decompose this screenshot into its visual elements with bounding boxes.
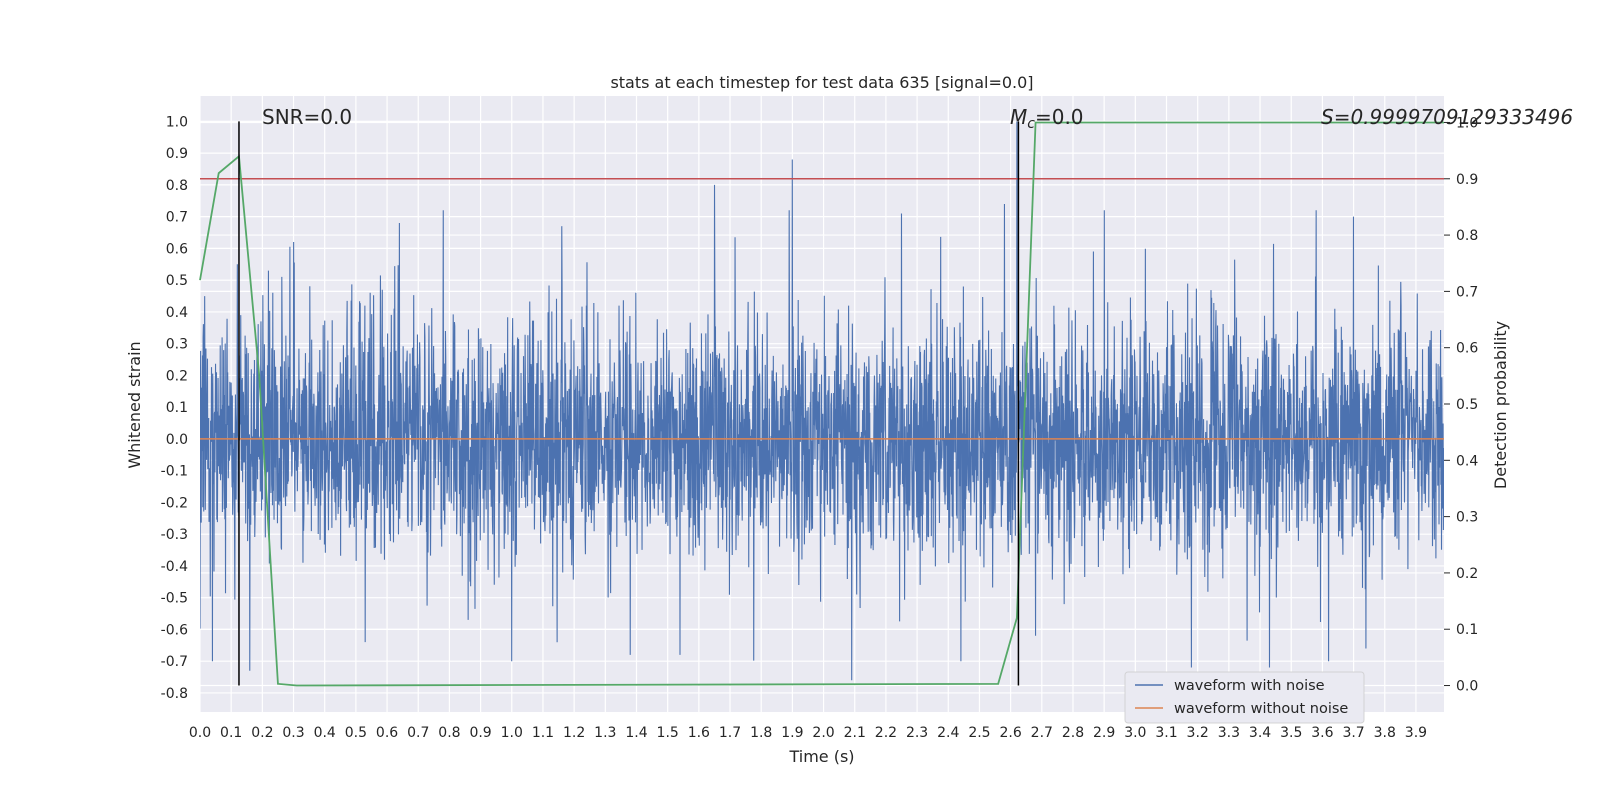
x-tick-label: 3.4 — [1249, 725, 1271, 741]
y2-axis: 1.0 0.9 0.8 0.7 0.6 0.5 0.4 0.3 0.2 0.1 0.0 — [1444, 115, 1478, 695]
x-tick-label: 0.8 — [438, 725, 460, 741]
mc-annotation: Mc=0.0 — [1010, 105, 1084, 132]
x-tick-label: 1.7 — [719, 725, 741, 741]
x-tick-label: 2.2 — [875, 725, 897, 741]
x-tick-label: 2.9 — [1093, 725, 1115, 741]
y2-tick-label: 0.5 — [1456, 397, 1478, 413]
y2-tick-label: 0.6 — [1456, 341, 1478, 357]
x-tick-label: 2.7 — [1031, 725, 1053, 741]
x-tick-label: 3.6 — [1311, 725, 1333, 741]
x-tick-label: 2.3 — [906, 725, 928, 741]
x-tick-label: 2.4 — [937, 725, 959, 741]
y-tick-label: 0.9 — [166, 146, 188, 162]
y-tick-label: 0.5 — [166, 273, 188, 289]
y2-tick-label: 0.4 — [1456, 453, 1478, 469]
x-tick-label: 0.3 — [282, 725, 304, 741]
y-tick-label: -0.3 — [161, 527, 188, 543]
x-tick-label: 1.6 — [688, 725, 710, 741]
series-detection-probability — [199, 121, 1444, 687]
x-tick-label: 0.5 — [345, 725, 367, 741]
y2-tick-label: 0.1 — [1456, 622, 1478, 638]
x-tick-label: 2.1 — [844, 725, 866, 741]
y2-tick-label: 0.7 — [1456, 284, 1478, 300]
x-tick-label: 0.2 — [251, 725, 273, 741]
y2-tick-label: 0.0 — [1456, 679, 1478, 695]
x-tick-label: 2.6 — [999, 725, 1021, 741]
s-annotation: S=0.9999709129333496 — [1321, 105, 1573, 129]
x-tick-label: 0.0 — [189, 725, 211, 741]
y-tick-label: 0.6 — [166, 241, 188, 257]
x-tick-label: 0.7 — [407, 725, 429, 741]
y-tick-label: 0.7 — [166, 210, 188, 226]
x-tick-label: 3.2 — [1187, 725, 1209, 741]
x-tick-label: 1.5 — [657, 725, 679, 741]
y-tick-label: 0.0 — [166, 432, 188, 448]
y-tick-label: -0.2 — [161, 495, 188, 511]
legend-label-noisy: waveform with noise — [1174, 678, 1325, 694]
x-tick-label: 0.6 — [376, 725, 398, 741]
y-tick-label: -0.1 — [161, 464, 188, 480]
y-tick-label: 1.0 — [166, 114, 188, 130]
y2-tick-label: 0.3 — [1456, 510, 1478, 526]
x-tick-label: 0.9 — [469, 725, 491, 741]
x-axis-label: Time (s) — [788, 747, 854, 766]
x-tick-label: 1.9 — [781, 725, 803, 741]
y-tick-label: 0.4 — [166, 305, 188, 321]
x-tick-label: 2.0 — [812, 725, 834, 741]
x-tick-label: 0.4 — [314, 725, 336, 741]
x-tick-label: 0.1 — [220, 725, 242, 741]
y-tick-label: 0.8 — [166, 178, 188, 194]
y-tick-label: 0.3 — [166, 337, 188, 353]
x-tick-label: 1.3 — [594, 725, 616, 741]
x-axis: 0.0 0.1 0.2 0.3 0.4 0.5 0.6 0.7 0.8 0.9 1.0 1.1 1.2 1… — [189, 725, 1427, 741]
y-tick-label: 0.1 — [166, 400, 188, 416]
x-tick-label: 3.0 — [1124, 725, 1146, 741]
y-tick-label: -0.7 — [161, 654, 188, 670]
y2-tick-label: 0.9 — [1456, 172, 1478, 188]
y2-tick-label: 0.8 — [1456, 228, 1478, 244]
x-tick-label: 2.8 — [1062, 725, 1084, 741]
x-tick-label: 3.7 — [1342, 725, 1364, 741]
chart-title: stats at each timestep for test data 635… — [610, 73, 1033, 92]
x-tick-label: 2.5 — [968, 725, 990, 741]
x-tick-label: 3.8 — [1374, 725, 1396, 741]
series-layer — [199, 121, 1444, 687]
y-axis: 1.0 0.9 0.8 0.7 0.6 0.5 0.4 0.3 0.2 0.1 0.0 -0.1 -0.… — [161, 114, 188, 702]
legend-label-clean: waveform without noise — [1174, 701, 1348, 717]
x-tick-label: 3.1 — [1155, 725, 1177, 741]
x-tick-label: 1.4 — [625, 725, 647, 741]
x-tick-label: 1.8 — [750, 725, 772, 741]
x-tick-label: 1.1 — [532, 725, 554, 741]
y2-tick-label: 1.0 — [1456, 115, 1478, 131]
y-tick-label: 0.2 — [166, 368, 188, 384]
legend-box — [1124, 671, 1365, 724]
y-tick-label: -0.8 — [161, 686, 188, 702]
y-tick-label: -0.4 — [161, 559, 188, 575]
y-tick-label: -0.5 — [161, 591, 188, 607]
x-tick-label: 3.3 — [1218, 725, 1240, 741]
x-tick-label: 1.0 — [501, 725, 523, 741]
y2-tick-label: 0.2 — [1456, 566, 1478, 582]
snr-annotation: SNR=0.0 — [262, 105, 352, 129]
x-tick-label: 1.2 — [563, 725, 585, 741]
legend: waveform with noise waveform without noi… — [1124, 671, 1365, 724]
markers-layer — [238, 121, 1020, 686]
x-tick-label: 3.5 — [1280, 725, 1302, 741]
y2-axis-label: Detection probability — [1491, 321, 1510, 489]
x-tick-label: 3.9 — [1405, 725, 1427, 741]
y-tick-label: -0.6 — [161, 622, 188, 638]
series-waveform-with-noise — [200, 121, 1444, 681]
y-axis-label: Whitened strain — [125, 341, 144, 468]
